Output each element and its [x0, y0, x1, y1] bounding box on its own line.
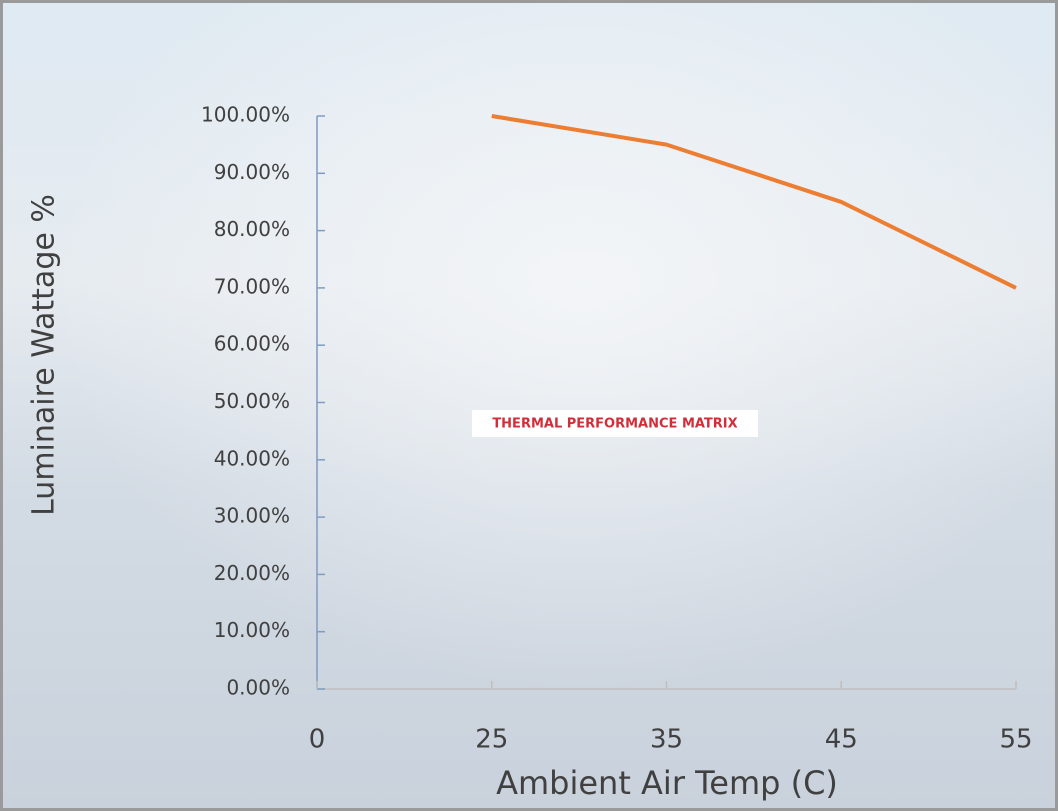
x-tick-label: 25: [475, 725, 508, 755]
x-tick-label: 35: [650, 725, 683, 755]
x-tick-label: 45: [825, 725, 858, 755]
y-tick-label: 0.00%: [226, 676, 290, 700]
y-tick-label: 90.00%: [214, 160, 290, 184]
line: [491, 114, 1017, 290]
y-tick-label: 10.00%: [214, 618, 290, 642]
y-tick-label: 50.00%: [214, 389, 290, 413]
x-axis-title: Ambient Air Temp (C): [496, 764, 838, 802]
y-tick-label: 100.00%: [201, 103, 290, 127]
annotation: THERMAL PERFORMANCE MATRIX: [492, 417, 737, 432]
y-tick-label: 80.00%: [214, 217, 290, 241]
y-tick-label: 40.00%: [214, 446, 290, 470]
y-axis-title: Luminaire Wattage %: [27, 194, 62, 516]
annotation-box: [472, 410, 758, 437]
x-tick-label: 55: [999, 725, 1032, 755]
y-tick-label: 60.00%: [214, 332, 290, 356]
y-tick-label: 70.00%: [214, 274, 290, 298]
y-tick-label: 20.00%: [214, 561, 290, 585]
y-tick-label: 30.00%: [214, 504, 290, 528]
x-tick-label: 0: [309, 725, 326, 755]
